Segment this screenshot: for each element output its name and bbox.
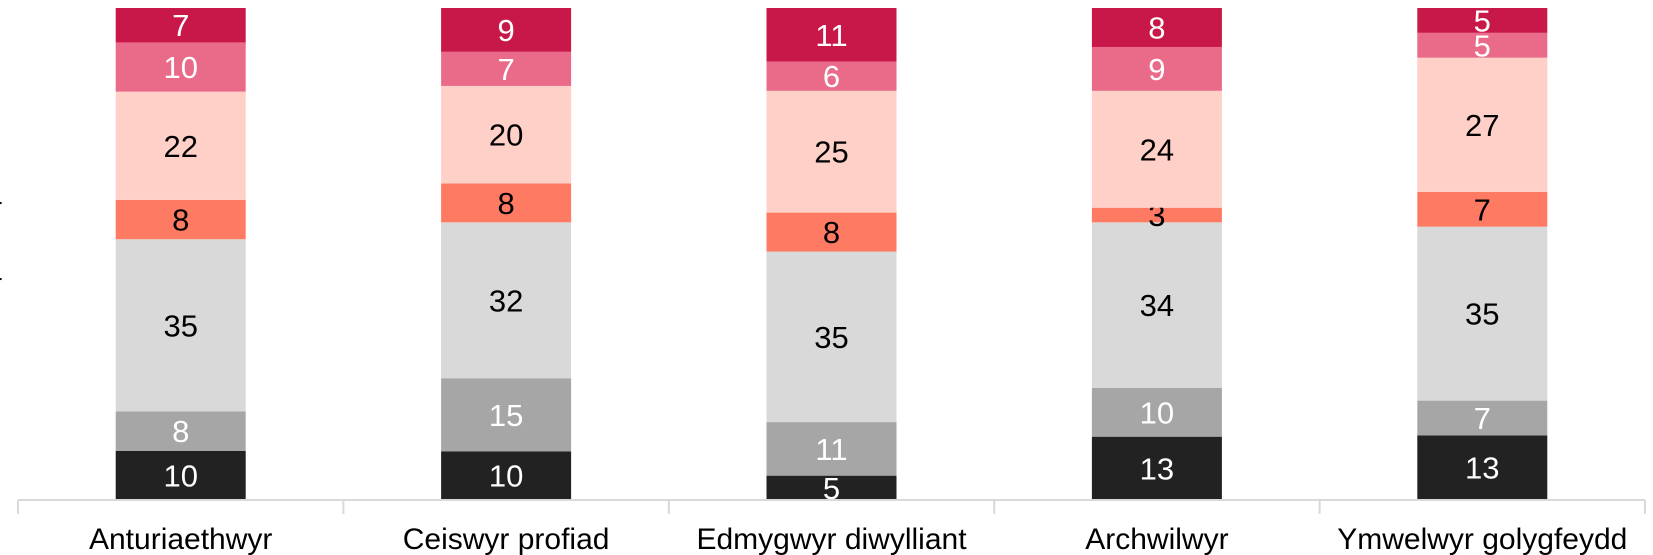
data-label: 7 <box>172 8 189 43</box>
legend-fragment: r <box>0 194 2 221</box>
bar-segment <box>1091 222 1222 388</box>
data-label: 27 <box>1465 108 1499 143</box>
bar-segment <box>115 8 246 43</box>
bar-segment <box>1417 191 1548 227</box>
bar-segment <box>115 199 246 240</box>
data-label: 15 <box>489 398 523 433</box>
category-label: Ymwelwyr golygfeydd <box>1337 523 1627 555</box>
data-label: 10 <box>489 459 523 494</box>
data-label: 10 <box>163 458 197 493</box>
data-label: 13 <box>1140 451 1174 486</box>
data-label: 10 <box>163 50 197 85</box>
bar-segment <box>115 239 246 412</box>
x-axis <box>17 499 1646 514</box>
category-label: Edmygwyr diwylliant <box>696 523 967 555</box>
bar-segment <box>766 475 897 500</box>
data-label: 35 <box>163 308 197 343</box>
data-label: 24 <box>1140 132 1174 167</box>
bar-segment <box>115 91 246 200</box>
bar-segment <box>441 451 572 500</box>
data-label: 8 <box>172 414 189 449</box>
bar-segment <box>441 51 572 86</box>
data-label: 32 <box>489 283 523 318</box>
bar-segment <box>1417 57 1548 192</box>
bar-segment <box>766 8 897 62</box>
data-label: 5 <box>1474 28 1491 63</box>
bar-segment <box>1417 435 1548 500</box>
data-label: 9 <box>1148 52 1165 87</box>
bar-stack-ymwelwyr-golygfeydd: 13 7 35 7 27 55 <box>1417 3 1548 500</box>
bar-segment <box>1091 90 1222 208</box>
bar-stack-ceiswyr-profiad: 10 15 32 8 20 7 9 <box>441 8 572 500</box>
bar-segment <box>441 85 572 184</box>
bar-segment <box>1091 46 1222 91</box>
category-label: Archwilwyr <box>1085 523 1228 555</box>
data-label: 8 <box>823 215 840 250</box>
bar-segment <box>766 61 897 91</box>
bar-segment <box>1417 400 1548 436</box>
bar-segment <box>766 212 897 252</box>
data-label: 8 <box>172 203 189 238</box>
data-label: 8 <box>1148 10 1165 45</box>
category-labels: Anturiaethwyr Ceiswyr profiad Edmygwyr diw… <box>89 523 1627 555</box>
bar-segment <box>441 378 572 452</box>
bar-segment <box>766 90 897 213</box>
data-label: 9 <box>497 13 514 48</box>
data-label: 22 <box>163 129 197 164</box>
data-label: 7 <box>1474 192 1491 227</box>
bar-segment <box>115 411 246 451</box>
data-label: 34 <box>1140 288 1174 323</box>
data-label: 35 <box>814 320 848 355</box>
bar-segment <box>1417 8 1548 33</box>
data-label: 10 <box>1140 395 1174 430</box>
data-label: 25 <box>814 135 848 170</box>
bar-segment <box>1091 207 1222 223</box>
data-label: 11 <box>815 18 847 53</box>
data-label: 13 <box>1465 451 1499 486</box>
bar-segment <box>115 450 246 500</box>
bar-stack-anturiaethwyr: 10 8 35 8 22 10 7 <box>115 8 246 500</box>
bars: 10 8 35 8 22 10 7 10 15 32 8 20 7 9 5 11 35 8 25 6 11 13 10 34 3… <box>115 3 1548 506</box>
bar-segment <box>115 42 246 92</box>
bar-segment <box>766 251 897 423</box>
bar-segment <box>1417 32 1548 58</box>
legend-fragment: r <box>0 270 2 297</box>
data-label: 7 <box>497 52 514 87</box>
category-label: Ceiswyr profiad <box>403 523 610 555</box>
legend-fragments: rr <box>0 194 2 297</box>
data-label: 20 <box>489 118 523 153</box>
data-label: 35 <box>1465 297 1499 332</box>
data-label: 6 <box>823 59 840 94</box>
bar-segment <box>766 422 897 476</box>
bar-segment <box>1091 387 1222 437</box>
bar-segment <box>441 8 572 52</box>
data-label: 11 <box>815 432 847 467</box>
data-label: 8 <box>497 186 514 221</box>
bar-segment <box>1091 436 1222 500</box>
bar-segment <box>441 222 572 379</box>
data-label: 5 <box>1474 3 1491 38</box>
category-label: Anturiaethwyr <box>89 523 272 555</box>
bar-segment <box>1417 226 1548 401</box>
data-label: 7 <box>1474 401 1491 436</box>
bar-stack-edmygwyr-diwylliant: 5 11 35 8 25 6 11 <box>766 8 897 506</box>
data-label: 5 <box>823 471 840 506</box>
bar-segment <box>1091 8 1222 47</box>
bar-segment <box>441 183 572 223</box>
